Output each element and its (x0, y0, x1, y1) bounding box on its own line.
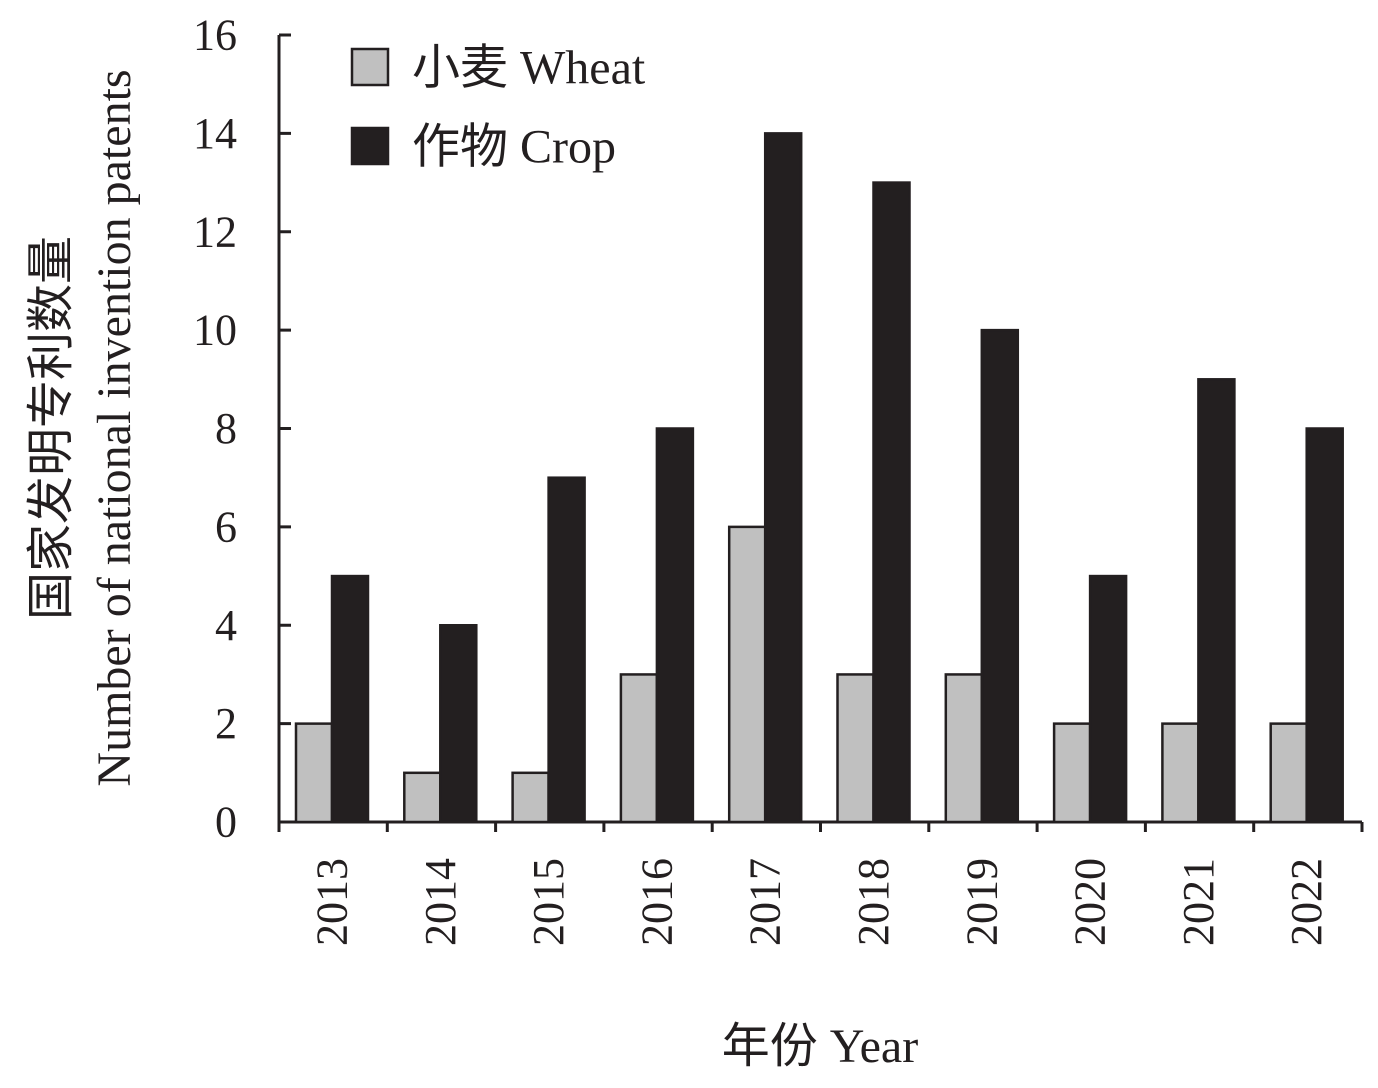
legend: 小麦 Wheat 作物 Crop (350, 42, 646, 174)
y-tick-label: 12 (193, 207, 237, 256)
bar-crop (763, 132, 803, 824)
bar-crop (439, 624, 478, 824)
bar-crop (1088, 574, 1128, 824)
y-tick-label: 14 (193, 109, 237, 158)
bar-wheat (727, 525, 767, 824)
bar-crop (980, 328, 1020, 824)
x-tick-label: 2020 (1066, 858, 1115, 946)
y-tick-label: 4 (215, 601, 237, 650)
bar-crop (330, 574, 370, 824)
bars-layer (294, 132, 1344, 824)
ticks-layer: 0 2 4 6 8 10 12 14 16 2013 2014 2015 2016 2017 2018 201… (193, 11, 1364, 946)
y-tick-label: 10 (193, 306, 237, 355)
bar-wheat (1052, 722, 1092, 824)
x-tick-label: 2019 (957, 858, 1006, 946)
y-tick-label: 2 (215, 699, 237, 748)
bar-crop (1197, 378, 1236, 824)
bar-crop (1305, 427, 1344, 824)
x-tick-label: 2021 (1174, 858, 1223, 946)
x-tick-label: 2022 (1282, 858, 1331, 946)
y-axis-title-en: Number of national invention patents (88, 69, 141, 786)
legend-label-crop: 作物 Crop (412, 121, 616, 174)
bar-crop (655, 427, 695, 824)
legend-swatch-crop (350, 126, 390, 166)
bar-wheat (836, 673, 875, 824)
bar-crop (872, 181, 911, 824)
bar-wheat (294, 722, 334, 824)
x-tick-label: 2018 (849, 858, 898, 946)
x-tick-label: 2013 (308, 858, 357, 946)
y-tick-label: 0 (215, 798, 237, 847)
x-tick-label: 2014 (416, 858, 465, 946)
x-axis-title: 年份 Year (722, 1020, 918, 1073)
y-tick-label: 6 (215, 502, 237, 551)
bar-wheat (944, 673, 984, 824)
bar-crop (547, 476, 586, 824)
y-tick-label: 8 (215, 404, 237, 453)
y-tick-label: 16 (193, 11, 237, 60)
x-tick-label: 2015 (524, 858, 573, 946)
bar-wheat (403, 771, 442, 824)
y-axis-title: 国家发明专利数量 Number of national invention pa… (25, 69, 141, 786)
x-tick-label: 2017 (741, 858, 790, 946)
bar-wheat (511, 771, 550, 824)
bar-wheat (619, 673, 659, 824)
legend-label-wheat: 小麦 Wheat (412, 42, 646, 95)
y-axis-title-cn: 国家发明专利数量 (25, 236, 78, 620)
bar-wheat (1161, 722, 1200, 824)
x-tick-label: 2016 (632, 858, 681, 946)
bar-wheat (1269, 722, 1308, 824)
legend-swatch-wheat (350, 47, 390, 87)
